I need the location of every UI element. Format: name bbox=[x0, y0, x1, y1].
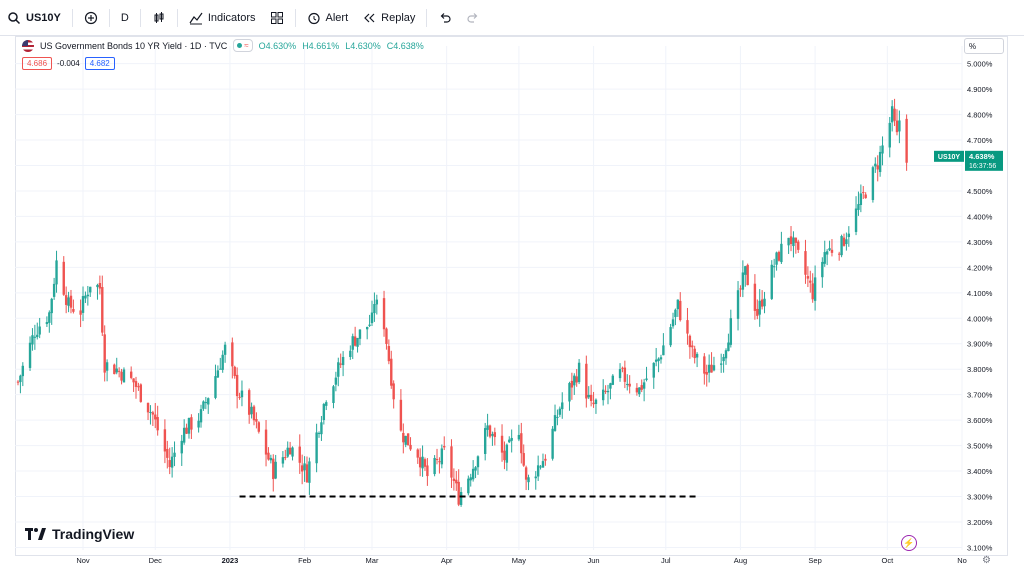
market-open-dot-icon bbox=[237, 43, 243, 48]
interval-button[interactable]: D bbox=[114, 0, 136, 36]
indicators-icon bbox=[189, 12, 203, 24]
tradingview-logo[interactable]: TradingView bbox=[25, 526, 134, 542]
unit-selector[interactable]: % bbox=[964, 38, 1004, 54]
indicators-label: Indicators bbox=[207, 11, 256, 24]
chart-pane[interactable] bbox=[15, 36, 1008, 556]
toolbar-divider bbox=[108, 8, 110, 27]
legend-close: C4.638% bbox=[386, 40, 424, 51]
toolbar-divider bbox=[71, 8, 73, 27]
wave-icon: ≈ bbox=[244, 41, 249, 50]
interval-label: D bbox=[120, 11, 129, 24]
toolbar-divider bbox=[139, 8, 141, 27]
unit-label: % bbox=[969, 41, 977, 51]
ask-button[interactable]: 4.682 bbox=[84, 57, 115, 70]
redo-button[interactable] bbox=[459, 0, 487, 36]
x-tick-label: Oct bbox=[882, 556, 895, 565]
x-tick-label: 2023 bbox=[222, 556, 239, 565]
replay-label: Replay bbox=[381, 11, 416, 24]
alarm-clock-icon bbox=[307, 12, 320, 24]
time-axis: Nov Dec 2023 Feb Mar Apr May Jun Jul Aug Sep Oct No bbox=[76, 556, 966, 565]
x-tick-label: Apr bbox=[441, 556, 453, 565]
x-tick-label: Mar bbox=[366, 556, 379, 565]
x-tick-label: Feb bbox=[298, 556, 311, 565]
toolbar-divider bbox=[176, 8, 178, 27]
spread-value: -0.004 bbox=[57, 59, 80, 68]
chart-legend: US Government Bonds 10 YR Yield · 1D · T… bbox=[22, 39, 424, 52]
chart-type-button[interactable] bbox=[145, 0, 173, 36]
top-toolbar: US10Y D Indicators Alert Replay bbox=[0, 0, 1024, 36]
x-tick-label: Sep bbox=[808, 556, 821, 565]
replay-button[interactable]: Replay bbox=[355, 0, 422, 36]
x-tick-label: Jun bbox=[588, 556, 600, 565]
alert-button[interactable]: Alert bbox=[300, 0, 356, 36]
x-tick-label: Aug bbox=[734, 556, 747, 565]
legend-title[interactable]: US Government Bonds 10 YR Yield · 1D · T… bbox=[40, 40, 228, 51]
gear-icon[interactable]: ⚙ bbox=[982, 555, 991, 566]
legend-open: O4.630% bbox=[258, 40, 297, 51]
alert-label: Alert bbox=[325, 11, 349, 24]
toolbar-divider bbox=[294, 8, 296, 27]
x-tick-label: May bbox=[512, 556, 526, 565]
x-tick-label: No bbox=[957, 556, 967, 565]
indicators-button[interactable]: Indicators bbox=[182, 0, 263, 36]
market-status-pill[interactable]: ≈ bbox=[233, 39, 253, 52]
legend-high: H4.661% bbox=[302, 40, 340, 51]
layouts-button[interactable] bbox=[263, 0, 291, 36]
symbol-search[interactable]: US10Y bbox=[0, 0, 68, 36]
search-icon bbox=[8, 11, 21, 24]
toolbar-divider bbox=[426, 8, 428, 27]
compare-button[interactable] bbox=[77, 0, 105, 36]
replay-icon bbox=[364, 13, 375, 22]
bid-button[interactable]: 4.686 bbox=[22, 57, 53, 70]
symbol-label: US10Y bbox=[26, 11, 61, 24]
lightning-icon[interactable]: ⚡ bbox=[901, 535, 917, 551]
add-circle-icon bbox=[84, 11, 97, 24]
quote-boxes: 4.686 -0.004 4.682 bbox=[22, 57, 115, 70]
tv-logo-icon bbox=[25, 528, 46, 540]
candles-icon bbox=[154, 11, 164, 23]
x-tick-label: Jul bbox=[661, 556, 671, 565]
grid-layout-icon bbox=[270, 11, 283, 24]
us-flag-icon bbox=[22, 39, 34, 52]
undo-button[interactable] bbox=[431, 0, 459, 36]
brand-name: TradingView bbox=[52, 526, 135, 542]
x-tick-label: Dec bbox=[149, 556, 163, 565]
undo-icon bbox=[441, 12, 451, 23]
redo-icon bbox=[467, 12, 478, 23]
x-tick-label: Nov bbox=[76, 556, 90, 565]
legend-low: L4.630% bbox=[345, 40, 381, 51]
